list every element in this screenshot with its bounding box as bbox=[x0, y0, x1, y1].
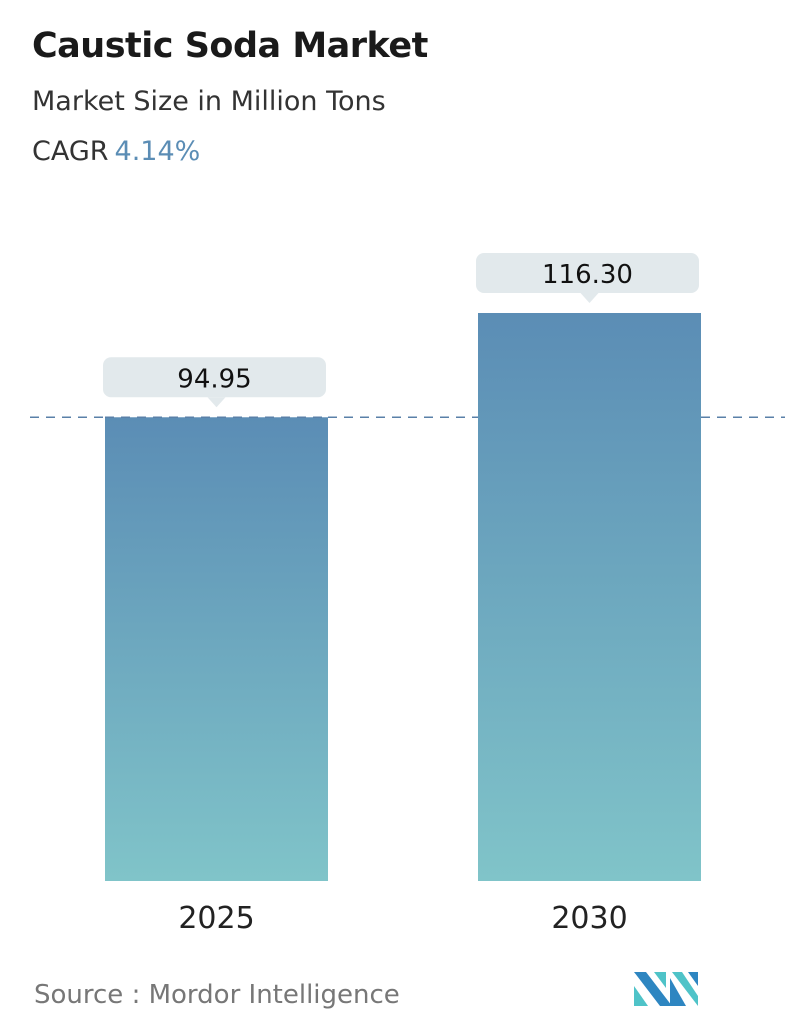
bar-chart: 94.95 2025 116.30 2030 bbox=[30, 253, 785, 936]
data-label-bubble bbox=[103, 357, 326, 398]
data-label-pointer bbox=[580, 293, 599, 303]
data-label-pointer bbox=[207, 397, 226, 408]
data-label: 94.95 bbox=[177, 364, 251, 394]
cagr-value: 4.14% bbox=[114, 136, 201, 167]
data-label: 116.30 bbox=[542, 260, 633, 290]
bar-2030 bbox=[478, 313, 701, 881]
chart-subtitle: Market Size in Million Tons bbox=[32, 86, 386, 117]
x-tick-label: 2030 bbox=[551, 901, 627, 936]
chart-title: Caustic Soda Market bbox=[32, 26, 428, 66]
data-label-bubble bbox=[476, 253, 699, 293]
x-tick-label: 2025 bbox=[178, 901, 254, 936]
mordor-intelligence-logo bbox=[634, 972, 698, 1006]
cagr: CAGR 4.14% bbox=[32, 136, 200, 167]
source-text: Source : Mordor Intelligence bbox=[34, 980, 400, 1010]
cagr-label: CAGR bbox=[32, 136, 109, 167]
bar-2025 bbox=[105, 417, 328, 881]
